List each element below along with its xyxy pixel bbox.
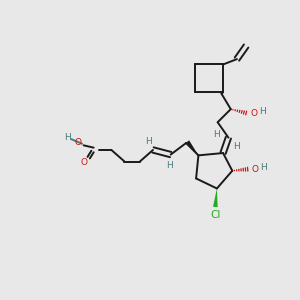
Polygon shape — [213, 188, 218, 207]
Text: O: O — [250, 109, 257, 118]
Text: H: H — [64, 133, 71, 142]
Text: H: H — [145, 137, 152, 146]
Text: H: H — [166, 161, 172, 170]
Text: H: H — [260, 163, 267, 172]
Text: O: O — [252, 165, 259, 174]
Text: O: O — [81, 158, 88, 167]
Text: H: H — [233, 142, 240, 151]
Polygon shape — [186, 140, 198, 155]
Text: O: O — [75, 138, 82, 147]
Text: H: H — [214, 130, 220, 139]
Text: H: H — [259, 107, 266, 116]
Text: Cl: Cl — [210, 210, 220, 220]
